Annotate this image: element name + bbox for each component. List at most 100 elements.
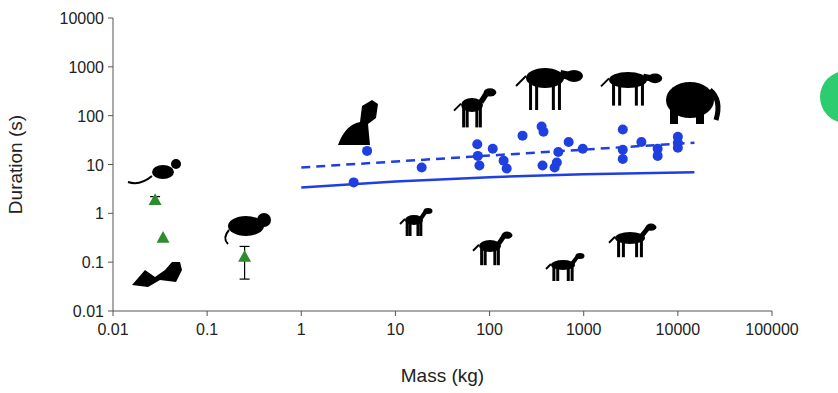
leg xyxy=(635,80,638,106)
point xyxy=(502,163,512,173)
line xyxy=(301,172,694,187)
leg xyxy=(640,238,643,257)
point xyxy=(539,127,549,137)
point xyxy=(472,139,482,149)
x-tick xyxy=(113,311,114,316)
leg xyxy=(552,78,555,110)
point xyxy=(488,144,498,154)
point xyxy=(157,231,170,243)
point xyxy=(362,146,372,156)
animal-silhouette xyxy=(516,68,583,110)
elephant-trunk xyxy=(710,90,718,120)
head xyxy=(646,224,657,231)
x-tick-label: 0.01 xyxy=(97,321,128,338)
leg xyxy=(416,220,419,236)
leg xyxy=(635,238,638,257)
y-tick-label: 1000 xyxy=(68,59,104,76)
x-tick xyxy=(207,311,208,316)
elephant-leg xyxy=(670,108,678,124)
point xyxy=(618,154,628,164)
point xyxy=(474,161,484,171)
tail xyxy=(473,245,479,251)
mouse-head xyxy=(171,159,181,169)
point xyxy=(238,250,251,262)
head xyxy=(648,74,662,84)
leg xyxy=(617,238,620,257)
mouse-silhouette xyxy=(152,165,174,179)
plot-area xyxy=(149,122,695,280)
x-axis-title: Mass (kg) xyxy=(401,365,484,386)
mouse-tail xyxy=(128,176,152,183)
leg xyxy=(479,105,482,127)
leg xyxy=(406,220,409,236)
y-tick xyxy=(108,18,113,19)
y-tick xyxy=(108,262,113,263)
tail xyxy=(609,237,615,243)
line xyxy=(301,143,694,168)
x-tick xyxy=(489,311,490,316)
leg xyxy=(480,246,483,265)
leg xyxy=(529,78,532,110)
x-tick xyxy=(583,311,584,316)
leg xyxy=(466,105,469,127)
x-tick-label: 1 xyxy=(297,321,306,338)
leg xyxy=(409,220,412,236)
y-tick xyxy=(108,66,113,67)
leg xyxy=(497,246,500,265)
leg xyxy=(493,246,496,265)
point xyxy=(653,151,663,161)
leg xyxy=(612,80,615,106)
leg xyxy=(462,105,465,127)
cat-silhouette xyxy=(338,100,378,145)
x-tick-label: 1000 xyxy=(566,321,602,338)
head xyxy=(502,232,513,239)
y-tick xyxy=(108,213,113,214)
bat-silhouette xyxy=(132,262,182,287)
rat-tail xyxy=(225,230,229,244)
point xyxy=(417,162,427,172)
y-tick xyxy=(108,311,113,312)
point xyxy=(564,137,574,147)
silhouettes xyxy=(128,68,718,287)
animal-silhouette xyxy=(546,253,585,281)
tail xyxy=(516,76,526,86)
y-tick-label: 10 xyxy=(86,157,104,174)
point xyxy=(149,193,162,205)
animal-silhouette xyxy=(454,88,496,127)
leg xyxy=(535,78,538,110)
tail xyxy=(400,219,405,224)
head xyxy=(484,88,497,96)
x-tick xyxy=(395,311,396,316)
animal-silhouette xyxy=(400,208,433,236)
leg xyxy=(484,246,487,265)
leg xyxy=(618,80,621,106)
tail xyxy=(546,264,551,269)
leg xyxy=(558,78,561,110)
animal-silhouette xyxy=(609,224,656,258)
y-tick-label: 0.01 xyxy=(73,303,104,320)
point xyxy=(349,177,359,187)
leg xyxy=(641,80,644,106)
elephant-leg xyxy=(696,108,704,124)
tail xyxy=(454,104,461,111)
axes: 0.010.11101001000100001000000.010.111010… xyxy=(60,10,799,338)
y-tick-label: 100 xyxy=(77,108,104,125)
leg xyxy=(475,105,478,127)
series-0 xyxy=(149,193,252,279)
leg xyxy=(571,265,574,281)
tail xyxy=(601,78,609,86)
point xyxy=(518,131,528,141)
rat-head xyxy=(257,213,271,227)
series-2 xyxy=(301,143,694,168)
head xyxy=(565,70,583,82)
y-tick-label: 1 xyxy=(95,205,104,222)
x-axis-line xyxy=(113,311,772,312)
y-tick-label: 0.1 xyxy=(82,254,104,271)
leg xyxy=(622,238,625,257)
x-tick xyxy=(301,311,302,316)
leg xyxy=(419,220,422,236)
leg xyxy=(556,265,559,281)
decor-circle xyxy=(820,71,838,123)
point xyxy=(618,125,628,135)
x-tick-label: 10 xyxy=(387,321,405,338)
